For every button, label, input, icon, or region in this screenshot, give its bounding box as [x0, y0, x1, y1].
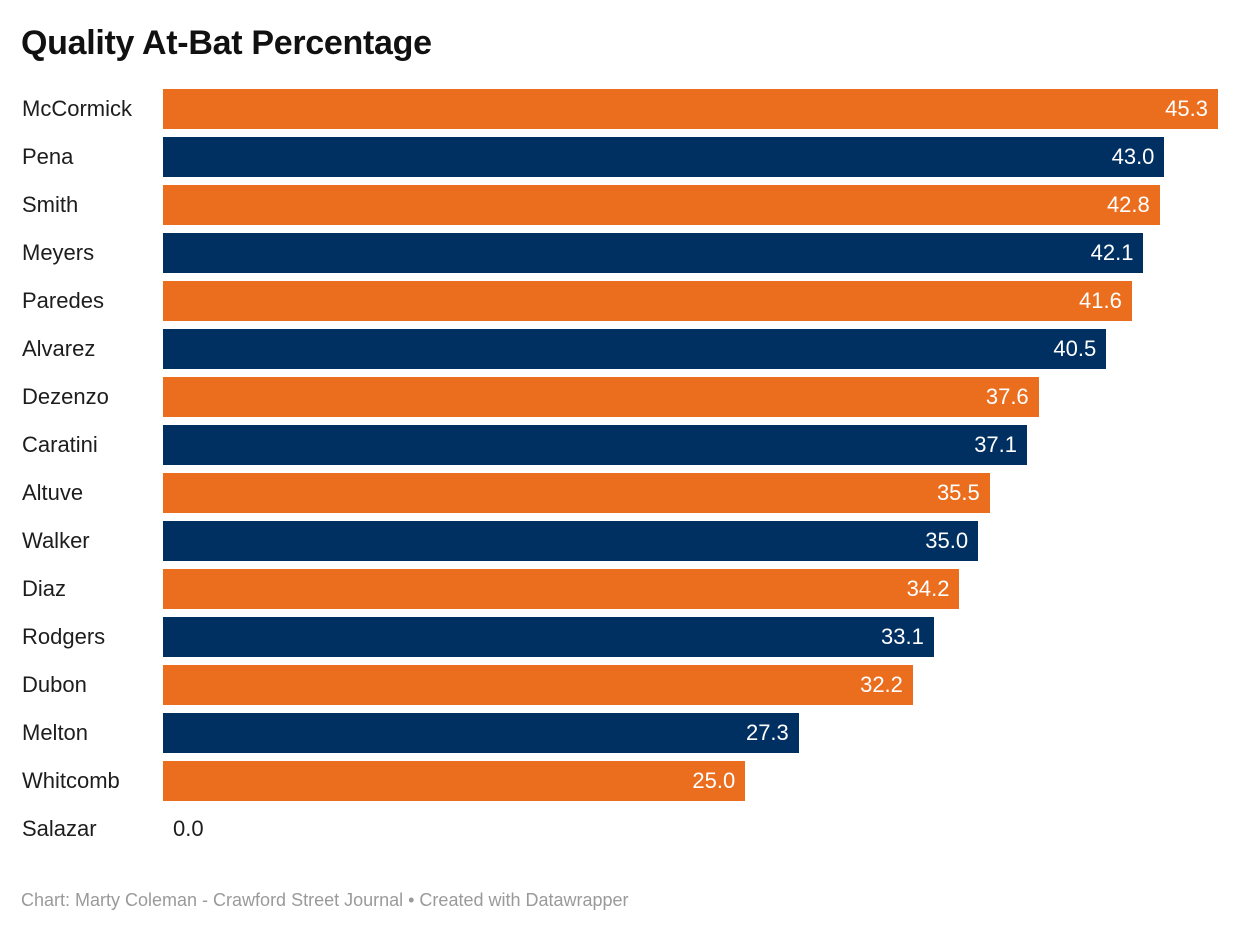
bar-value-label: 41.6: [1079, 288, 1122, 313]
bar-value-label: 35.0: [925, 528, 969, 553]
bar-area: 0.0: [163, 809, 1218, 849]
bar-value-label: 42.1: [1090, 240, 1134, 265]
bar-area: 42.1: [163, 233, 1218, 273]
chart-row: Melton 27.3: [0, 709, 1240, 757]
bar-value-label: 37.1: [974, 432, 1018, 457]
category-label: Melton: [22, 720, 89, 745]
chart-footer-credit: Chart: Marty Coleman - Crawford Street J…: [21, 890, 629, 910]
bar: 35.5: [163, 473, 990, 513]
chart-row: Rodgers 33.1: [0, 613, 1240, 661]
bar-area: 35.5: [163, 473, 1218, 513]
bar: 27.3: [163, 713, 799, 753]
bar: 41.6: [163, 281, 1132, 321]
bar: 42.1: [163, 233, 1144, 273]
chart-row: Meyers 42.1: [0, 229, 1240, 277]
bar: 35.0: [163, 521, 979, 561]
bar-area: 32.2: [163, 665, 1218, 705]
chart-row: Salazar 0.0: [0, 805, 1240, 853]
chart-row: Pena 43.0: [0, 133, 1240, 181]
chart-row: Whitcomb 25.0: [0, 757, 1240, 805]
bar-area: 42.8: [163, 185, 1218, 225]
category-label: Whitcomb: [22, 768, 120, 793]
bar-value-label: 45.3: [1165, 96, 1208, 121]
bar-value-label: 34.2: [906, 576, 950, 601]
bar-area: 37.1: [163, 425, 1218, 465]
bar: 40.5: [163, 329, 1107, 369]
bar-value-label: 25.0: [692, 768, 736, 793]
category-label: Rodgers: [22, 624, 106, 649]
bar-area: 33.1: [163, 617, 1218, 657]
chart-row: Caratini 37.1: [0, 421, 1240, 469]
bar: 42.8: [163, 185, 1160, 225]
chart-row: Diaz 34.2: [0, 565, 1240, 613]
bar-value-label: 35.5: [936, 480, 980, 505]
bar: 43.0: [163, 137, 1165, 177]
category-label: Diaz: [22, 576, 67, 601]
category-label: Walker: [22, 528, 90, 553]
chart-row: Altuve 35.5: [0, 469, 1240, 517]
bar-area: 45.3: [163, 89, 1218, 129]
bar-chart: McCormick 45.3 Pena 43.0 Smith 42.8 Meye…: [0, 85, 1240, 853]
bar-value-label: 0.0: [173, 816, 204, 841]
bar: 32.2: [163, 665, 913, 705]
bar-area: 25.0: [163, 761, 1218, 801]
category-label: Alvarez: [22, 336, 96, 361]
bar-area: 34.2: [163, 569, 1218, 609]
bar-value-label: 42.8: [1106, 192, 1150, 217]
category-label: Pena: [22, 144, 74, 169]
category-label: Smith: [22, 192, 79, 217]
chart-row: Dezenzo 37.6: [0, 373, 1240, 421]
category-label: Meyers: [22, 240, 95, 265]
chart-row: Paredes 41.6: [0, 277, 1240, 325]
bar: 25.0: [163, 761, 746, 801]
chart-title: Quality At-Bat Percentage: [21, 24, 432, 62]
bar: 45.3: [163, 89, 1218, 129]
category-label: Salazar: [22, 816, 97, 841]
bar-value-label: 33.1: [881, 624, 924, 649]
category-label: Dubon: [22, 672, 87, 697]
bar: 34.2: [163, 569, 960, 609]
category-label: McCormick: [22, 96, 132, 121]
chart-row: Dubon 32.2: [0, 661, 1240, 709]
bar: 33.1: [163, 617, 934, 657]
chart-row: McCormick 45.3: [0, 85, 1240, 133]
bar-value-label: 40.5: [1053, 336, 1097, 361]
bar-area: 43.0: [163, 137, 1218, 177]
category-label: Dezenzo: [22, 384, 109, 409]
category-label: Caratini: [22, 432, 98, 457]
bar-area: 35.0: [163, 521, 1218, 561]
bar-value-label: 32.2: [860, 672, 903, 697]
bar: 37.1: [163, 425, 1028, 465]
category-label: Paredes: [22, 288, 104, 313]
chart-row: Alvarez 40.5: [0, 325, 1240, 373]
bar-area: 40.5: [163, 329, 1218, 369]
bar-value-label: 37.6: [985, 384, 1029, 409]
bar: 37.6: [163, 377, 1039, 417]
bar-value-label: 27.3: [745, 720, 789, 745]
bar-area: 27.3: [163, 713, 1218, 753]
bar-value-label: 43.0: [1111, 144, 1155, 169]
category-label: Altuve: [22, 480, 84, 505]
bar-area: 41.6: [163, 281, 1218, 321]
bar-area: 37.6: [163, 377, 1218, 417]
chart-row: Smith 42.8: [0, 181, 1240, 229]
chart-row: Walker 35.0: [0, 517, 1240, 565]
